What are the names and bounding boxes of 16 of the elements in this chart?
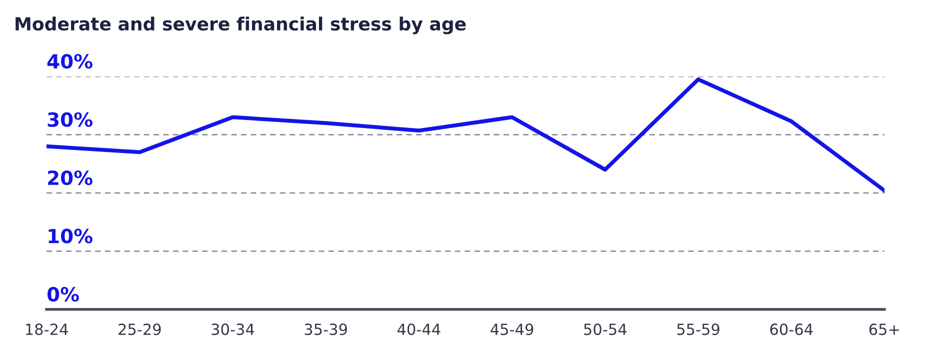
- y-tick-label: 0%: [47, 286, 79, 302]
- y-tick-label: 20%: [48, 170, 92, 186]
- x-tick-label: 25-29: [118, 324, 161, 336]
- chart-title: Moderate and severe financial stress by age: [16, 16, 466, 34]
- x-tick-label: 60-64: [770, 324, 813, 336]
- x-tick-label: 30-34: [212, 324, 254, 336]
- x-tick-label: 65+: [869, 324, 899, 336]
- x-tick-label: 55-59: [677, 324, 720, 336]
- x-tick-label: 50-54: [584, 324, 626, 336]
- y-tick-label: 40%: [47, 54, 92, 69]
- y-tick-label: 30%: [48, 112, 92, 127]
- x-tick-label: 35-39: [304, 324, 347, 336]
- x-tick-label: 18-24: [26, 324, 68, 336]
- x-tick-label: 40-44: [398, 324, 440, 336]
- x-tick-label: 45-49: [490, 324, 534, 336]
- y-tick-label: 10%: [48, 228, 92, 244]
